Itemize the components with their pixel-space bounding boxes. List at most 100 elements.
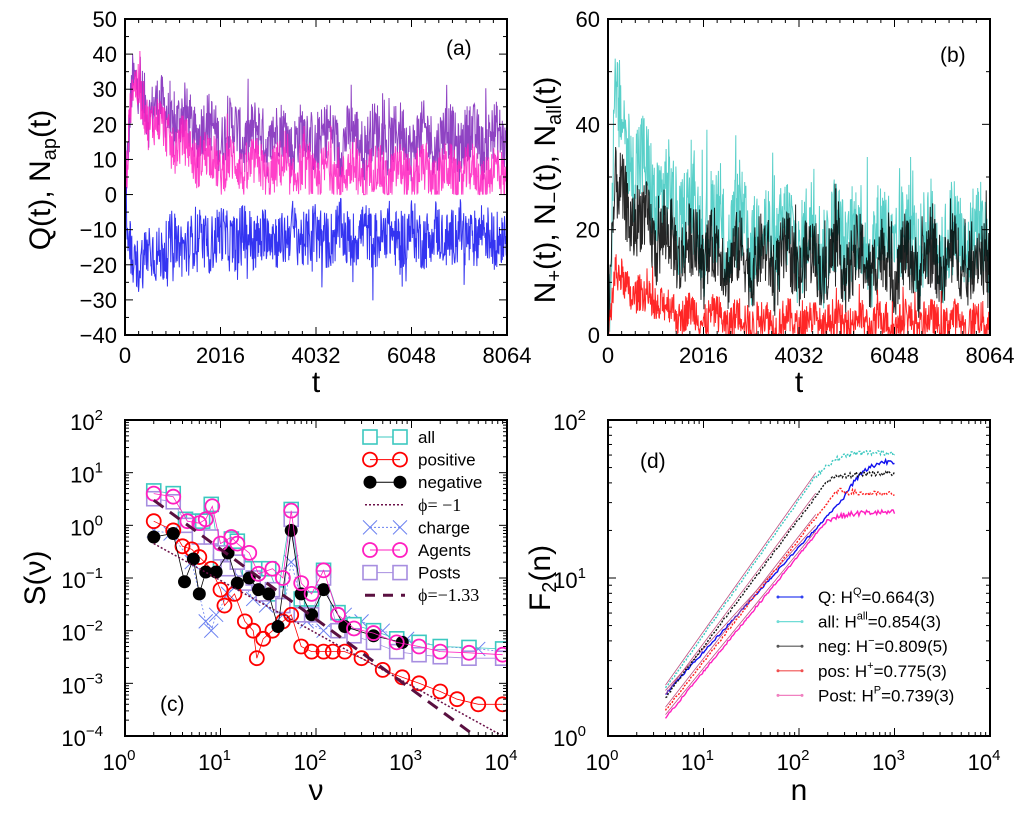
data-point-posts	[165, 493, 182, 510]
data-point-charge	[203, 623, 219, 639]
legend-marker	[800, 644, 804, 648]
legend-marker	[392, 451, 408, 468]
series-line-n-t-	[608, 254, 990, 335]
data-point-positive	[248, 650, 265, 667]
data-point-charge	[208, 607, 224, 623]
fit-line-phi-1	[153, 542, 505, 736]
legend-marker	[800, 693, 804, 697]
x-tick-label: 104	[968, 747, 1001, 775]
panel-b-series	[608, 58, 990, 335]
data-point-positive	[411, 675, 427, 692]
data-point-agents	[229, 535, 246, 552]
legend-label: Q: HQ=0.664(3)	[818, 586, 935, 607]
data-point-agents	[461, 644, 477, 661]
data-point-agents	[365, 625, 382, 641]
x-tick-label: 101	[681, 747, 714, 775]
legend-label: all: Hall=0.854(3)	[818, 611, 941, 632]
fit-line-neg	[665, 492, 817, 695]
legend-item: Agents	[362, 541, 471, 560]
legend-marker	[800, 595, 804, 599]
panel-d-legend: Q: HQ=0.664(3) all: Hall=0.854(3) neg: H−=…	[776, 586, 954, 705]
data-point-negative	[338, 619, 352, 633]
y-tick-label: 0	[588, 323, 600, 348]
y-tick-label: −40	[80, 323, 117, 348]
y-tick-label: 0	[105, 183, 117, 208]
series-line-q	[665, 457, 895, 696]
data-point-agents	[432, 643, 449, 660]
x-tick-label: 2016	[196, 343, 245, 368]
y-tick-label: 102	[70, 407, 103, 435]
y-tick-label: 100	[70, 512, 103, 540]
data-point-negative	[271, 619, 285, 633]
panel-a: 0 2016 4032 6048 8064 −40 −30 −20 −10 0 10 20 30 40 50…	[24, 7, 531, 399]
data-point-agents	[264, 560, 281, 577]
panel-c-series	[145, 483, 507, 736]
legend-item: pos: H+=0.775(3)	[776, 660, 947, 681]
x-tick-label: 6048	[870, 343, 919, 368]
data-point-negative	[262, 587, 276, 601]
panel-c-xlabel: ν	[309, 774, 324, 807]
legend-marker	[800, 620, 804, 624]
panel-b-ylabel: N+(t), N−(t), Nall(t)	[529, 77, 566, 304]
y-tick-label: 60	[576, 7, 600, 32]
fit-line-phi-1-33	[152, 498, 478, 736]
data-point-negative	[209, 565, 223, 579]
panel-a-ticks: 0 2016 4032 6048 8064 −40 −30 −20 −10 0 10 20 30 40 50	[80, 7, 532, 368]
panel-d: 100 101 102 103 104 100 101 102 Q: HQ=0.664(3) a…	[524, 407, 1000, 807]
y-tick-label: 100	[553, 723, 586, 751]
data-point-agents	[283, 502, 300, 519]
fit-line-post	[665, 530, 817, 715]
data-point-charge	[198, 614, 214, 629]
fit-line-pos	[665, 514, 817, 708]
legend-item: all: Hall=0.854(3)	[776, 611, 941, 632]
data-point-positive	[245, 622, 262, 639]
legend-item: positive	[362, 451, 476, 470]
legend-label: ϕ=−1.33	[418, 585, 479, 605]
legend-label: pos: H+=0.775(3)	[818, 660, 947, 681]
legend-marker	[776, 595, 780, 599]
data-point-negative	[294, 587, 308, 601]
series-line-neg	[665, 469, 896, 699]
panel-b-xlabel: t	[795, 366, 804, 399]
legend-marker	[392, 520, 408, 535]
series-line-pos	[664, 487, 895, 711]
data-point-positive	[174, 538, 191, 555]
fit-line-all	[665, 472, 817, 686]
data-point-positive	[255, 630, 272, 647]
panel-d-ylabel: F2(n)	[524, 545, 561, 611]
legend-item: all	[362, 428, 435, 447]
legend-item: ϕ=−1.33	[365, 585, 479, 605]
legend-label: neg: H−=0.809(5)	[818, 635, 948, 656]
legend-label: Post: HP=0.739(3)	[818, 684, 954, 705]
legend-item: Post: HP=0.739(3)	[776, 684, 954, 705]
y-tick-label: 40	[576, 112, 600, 137]
y-tick-label: −20	[80, 253, 117, 278]
fit-line-q	[665, 525, 817, 691]
data-point-agents	[411, 638, 427, 655]
x-tick-label: 4032	[775, 343, 824, 368]
data-point-agents	[165, 488, 182, 505]
panel-c-ticks: 100 101 102 103 104 10−4 10−3 10−2 10−1 100 101 102	[61, 407, 517, 775]
panel-b-ticks: 0 2016 4032 6048 8064 0 20 40 60	[576, 7, 1015, 368]
data-point-positive	[374, 661, 391, 678]
data-point-positive	[212, 581, 229, 598]
panel-d-xlabel: n	[791, 774, 808, 807]
legend-item: neg: H−=0.809(5)	[776, 635, 948, 656]
panel-c-label: (c)	[160, 693, 185, 716]
panel-a-ylabel: Q(t), Nap(t)	[24, 110, 61, 251]
x-tick-label: 101	[198, 747, 231, 775]
data-point-agents	[250, 565, 267, 582]
series-line-positive	[153, 520, 503, 705]
legend-label: ϕ= −1	[418, 495, 461, 515]
panel-d-series	[664, 449, 896, 719]
y-tick-label: 20	[93, 112, 117, 137]
data-point-positive	[432, 683, 449, 700]
x-tick-label: 103	[872, 747, 905, 775]
y-tick-label: 50	[93, 7, 117, 32]
panel-d-ticks: 100 101 102 103 104 100 101 102	[553, 407, 1000, 775]
legend-item: ϕ= −1	[365, 495, 461, 515]
data-point-positive	[336, 643, 353, 660]
y-tick-label: 10−2	[61, 618, 103, 646]
y-tick-label: 40	[93, 42, 117, 67]
data-point-agents	[330, 606, 346, 623]
